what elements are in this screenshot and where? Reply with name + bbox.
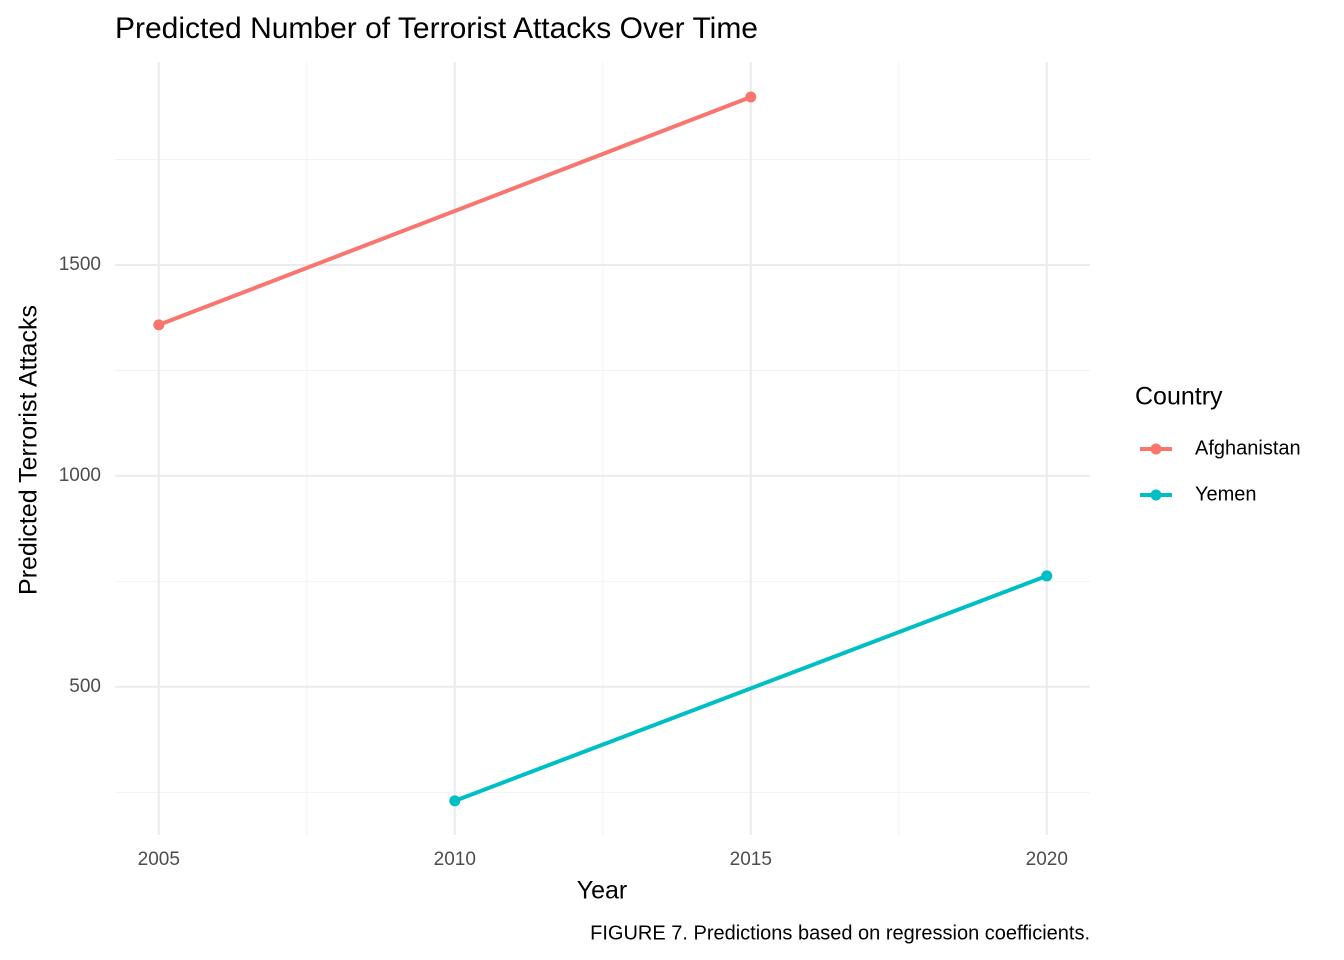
y-tick-label: 1000 [59,465,101,486]
legend-label: Afghanistan [1195,437,1301,459]
legend-title: Country [1135,383,1223,411]
point [1041,570,1053,582]
x-tick-label: 2010 [434,849,476,870]
legend-label: Yemen [1195,483,1257,505]
y-axis-label: Predicted Terrorist Attacks [15,305,43,595]
line [454,574,1048,803]
x-tick-label: 2015 [730,849,772,870]
caption: FIGURE 7. Predictions based on regressio… [590,922,1090,944]
x-axis-label: Year [577,877,628,905]
chart-title: Predicted Number of Terrorist Attacks Ov… [115,12,758,45]
point [153,319,165,331]
line [158,95,752,327]
point [449,795,461,807]
legend-swatch-point [1150,443,1162,455]
point [745,91,757,103]
x-tick-label: 2020 [1026,849,1068,870]
y-tick-label: 1500 [59,254,101,275]
y-tick-label: 500 [69,676,101,697]
x-tick-label: 2005 [138,849,180,870]
legend-swatch-point [1150,489,1162,501]
